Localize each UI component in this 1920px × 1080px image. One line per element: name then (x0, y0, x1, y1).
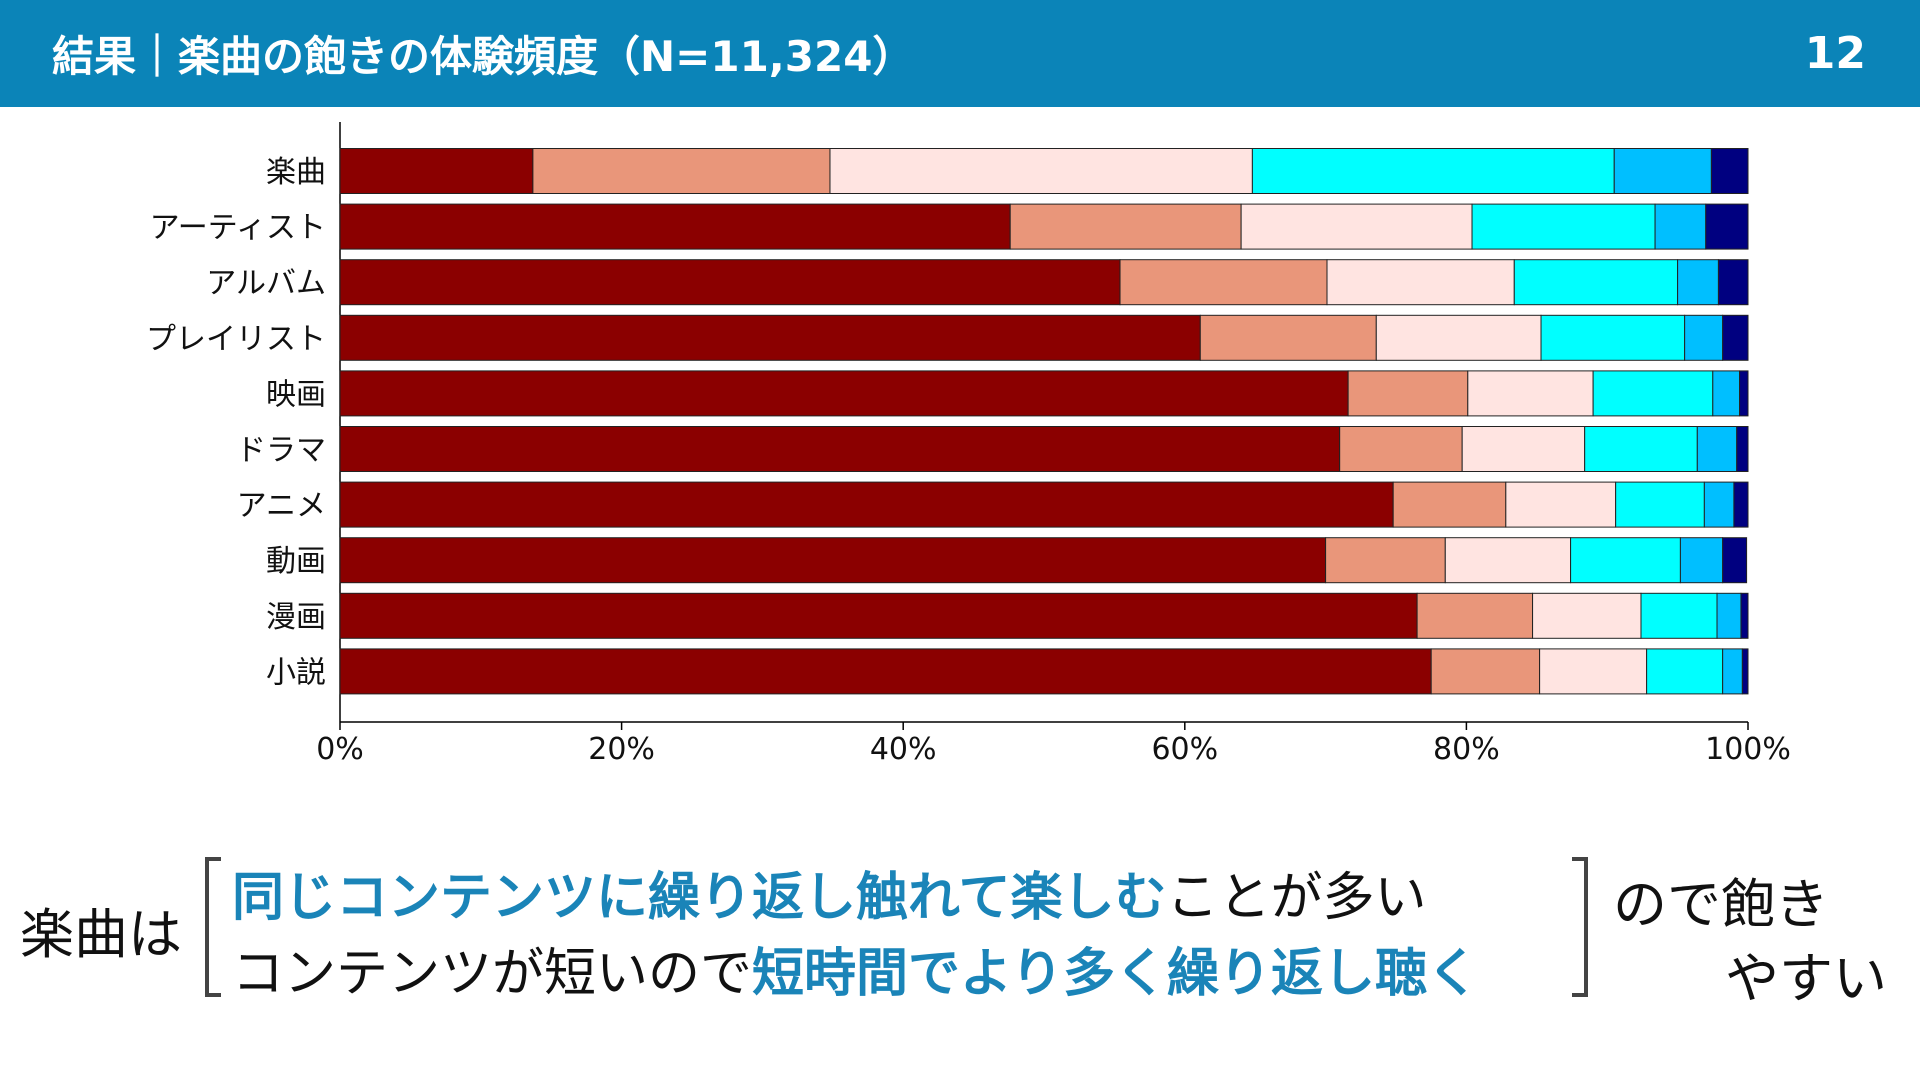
summary-line-1-rest: ことが多い (1166, 868, 1427, 928)
bar-segment-1-3 (829, 148, 1253, 194)
bar-segment-6-1 (339, 426, 1341, 472)
bar-segment-1-1 (339, 148, 534, 194)
bar-segment-5-6 (1739, 370, 1749, 417)
category-label: 小説 (266, 655, 326, 690)
bar-segment-7-3 (1505, 481, 1617, 528)
x-tick-label: 80% (1433, 732, 1500, 767)
bar-segment-9-2 (1416, 592, 1534, 639)
page-number: 12 (1804, 28, 1866, 79)
category-label: ドラマ (236, 433, 326, 468)
category-label: 楽曲 (266, 155, 326, 190)
bar-segment-4-6 (1722, 314, 1749, 361)
x-tick-label: 0% (316, 732, 364, 767)
bar-segment-4-2 (1199, 314, 1377, 361)
bar-segment-2-4 (1471, 203, 1656, 250)
bar-segment-1-4 (1251, 148, 1615, 194)
category-label: アニメ (237, 489, 326, 524)
bar-segment-5-1 (339, 370, 1349, 417)
bar-segment-5-2 (1347, 370, 1469, 417)
category-label: アルバム (206, 266, 326, 301)
summary-line-2-prefix: コンテンツが短いので (232, 944, 753, 1004)
bar-segment-7-4 (1615, 481, 1705, 528)
bar-segment-9-1 (339, 592, 1418, 639)
bar-segment-8-5 (1679, 537, 1724, 584)
bar-segment-7-5 (1703, 481, 1735, 528)
bar-segment-4-5 (1684, 314, 1724, 361)
category-label: 漫画 (266, 600, 326, 635)
bar-segment-8-2 (1325, 537, 1446, 584)
summary-line-1-emphasis: 同じコンテンツに繰り返し触れて楽しむ (232, 868, 1167, 928)
bar-segment-5-4 (1592, 370, 1714, 417)
bar-segment-2-1 (339, 203, 1011, 250)
bar-segment-4-4 (1540, 314, 1686, 361)
bar-segment-3-5 (1677, 259, 1719, 306)
bar-segment-8-6 (1722, 537, 1748, 584)
summary-tail-2: やすい (1725, 947, 1887, 1010)
bar-segment-10-5 (1722, 648, 1743, 695)
summary-line-1: 同じコンテンツに繰り返し触れて楽しむことが多い (232, 855, 1426, 930)
x-tick-label: 20% (588, 732, 655, 767)
bar-segment-3-1 (339, 259, 1121, 306)
bar-segment-2-2 (1009, 203, 1242, 250)
summary-block: 楽曲は 同じコンテンツに繰り返し触れて楽しむことが多い コンテンツが短いので短時… (0, 835, 1920, 1015)
bar-segment-10-3 (1539, 648, 1648, 695)
bar-segment-6-5 (1696, 426, 1738, 472)
bar-segment-4-3 (1375, 314, 1542, 361)
bar-segment-3-3 (1326, 259, 1515, 306)
bar-segment-7-2 (1392, 481, 1507, 528)
bar-segment-9-5 (1716, 592, 1742, 639)
category-label: 映画 (266, 377, 326, 412)
category-label: 動画 (266, 544, 326, 579)
bar-segment-3-4 (1513, 259, 1679, 306)
bar-segment-10-4 (1646, 648, 1724, 695)
bar-segment-6-4 (1584, 426, 1698, 472)
summary-line-2-emphasis: 短時間でより多く繰り返し聴く (752, 944, 1479, 1004)
x-tick-label: 100% (1705, 732, 1791, 767)
category-label: アーティスト (150, 211, 326, 246)
header-bar: 結果｜楽曲の飽きの体験頻度（N=11,324） 12 (0, 0, 1920, 107)
bar-segment-1-2 (532, 148, 831, 194)
bar-segment-8-3 (1444, 537, 1572, 584)
bar-segment-1-6 (1710, 148, 1749, 194)
right-bracket (1572, 857, 1588, 997)
bar-segment-9-6 (1740, 592, 1749, 639)
bar-segment-5-5 (1712, 370, 1741, 417)
bar-segment-6-3 (1461, 426, 1586, 472)
summary-line-2: コンテンツが短いので短時間でより多く繰り返し聴く (232, 931, 1479, 1006)
bar-segment-6-6 (1736, 426, 1749, 472)
bar-segment-10-2 (1430, 648, 1541, 695)
bar-segment-5-3 (1467, 370, 1594, 417)
bar-segment-8-1 (339, 537, 1327, 584)
left-bracket (205, 857, 221, 997)
bar-segment-7-1 (339, 481, 1394, 528)
bar-segment-2-5 (1654, 203, 1707, 250)
bar-segment-9-4 (1640, 592, 1718, 639)
bar-segment-3-6 (1717, 259, 1749, 306)
bar-segment-9-3 (1532, 592, 1642, 639)
bar-segment-3-2 (1119, 259, 1328, 306)
bar-segment-2-6 (1705, 203, 1749, 250)
bar-segment-10-1 (339, 648, 1432, 695)
bar-segment-4-1 (339, 314, 1201, 361)
bar-segment-2-3 (1240, 203, 1473, 250)
x-tick-label: 60% (1151, 732, 1218, 767)
bar-segment-8-4 (1570, 537, 1681, 584)
bar-segment-1-5 (1613, 148, 1712, 194)
page-title: 結果｜楽曲の飽きの体験頻度（N=11,324） (52, 32, 915, 81)
summary-lead: 楽曲は (20, 903, 182, 966)
category-label: プレイリスト (146, 322, 326, 357)
summary-tail-1: ので飽き (1613, 873, 1829, 936)
x-tick-label: 40% (870, 732, 937, 767)
bar-segment-7-6 (1733, 481, 1749, 528)
bar-segment-6-2 (1339, 426, 1463, 472)
bar-segment-10-6 (1741, 648, 1749, 695)
